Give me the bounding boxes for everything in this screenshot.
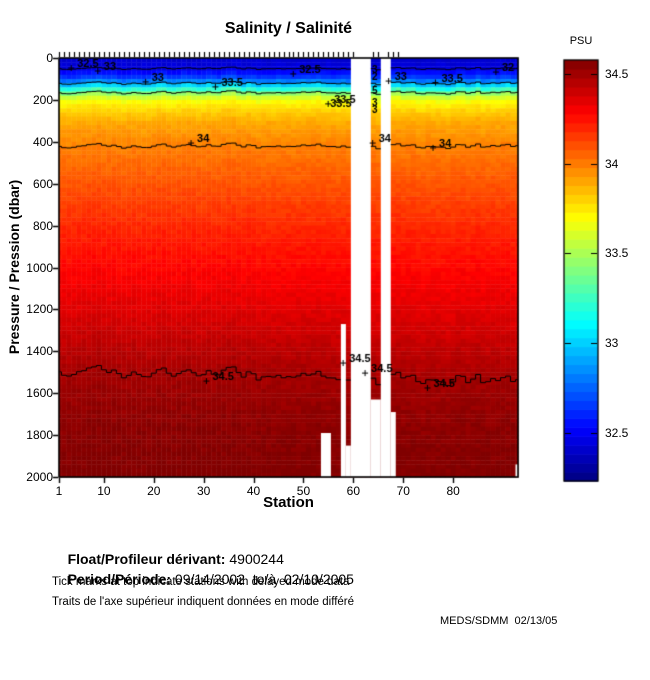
y-tick-label: 1000 <box>26 260 53 275</box>
colorbar-tick-label: 34 <box>605 156 619 171</box>
colorbar-tick-label: 32.5 <box>605 425 629 440</box>
x-axis-label: Station <box>263 494 314 511</box>
period-label: Period/Période: <box>67 571 172 587</box>
colorbar-tick-label: 33.5 <box>605 246 629 261</box>
period-value: 09/14/2002 to/à 02/10/2005 <box>174 571 354 587</box>
note-french: Traits de l'axe supérieur indiquent donn… <box>52 596 355 608</box>
float-id-line: Float/Profileur dérivant: 4900244 <box>52 535 284 583</box>
y-tick-label: 0 <box>46 51 53 65</box>
colorbar-title: PSU <box>569 35 593 47</box>
note-english: Tick marks at top indicate stations with… <box>52 576 350 588</box>
x-tick-label: 80 <box>446 484 460 498</box>
y-tick-label: 800 <box>32 218 53 233</box>
credit-stamp: MEDS/SDMM 02/13/05 <box>440 615 558 627</box>
y-tick-label: 200 <box>32 92 53 107</box>
y-tick-label: 1600 <box>26 386 53 401</box>
x-tick-label: 70 <box>396 484 410 498</box>
float-id-label: Float/Profileur dérivant: <box>67 551 226 567</box>
y-tick-label: 1400 <box>26 344 53 359</box>
x-tick-label: 50 <box>296 484 311 498</box>
y-tick-label: 1200 <box>26 302 53 317</box>
colorbar-tick-label: 34.5 <box>605 67 629 82</box>
x-tick-label: 60 <box>346 484 361 498</box>
chart-title: Salinity / Salinité <box>224 20 353 37</box>
colorbar-tick-label: 33 <box>605 336 619 351</box>
x-tick-label: 40 <box>246 484 261 498</box>
x-tick-label: 10 <box>97 484 111 498</box>
float-id-value: 4900244 <box>229 551 284 567</box>
x-tick-label: 1 <box>55 484 63 498</box>
x-tick-label: 30 <box>196 484 211 498</box>
y-tick-label: 600 <box>32 176 53 191</box>
x-tick-label: 20 <box>147 484 161 498</box>
y-tick-label: 1800 <box>26 428 53 443</box>
y-tick-label: 2000 <box>26 470 53 484</box>
y-tick-label: 400 <box>32 134 53 149</box>
period-line: Period/Période: 09/14/2002 to/à 02/10/20… <box>52 555 354 603</box>
